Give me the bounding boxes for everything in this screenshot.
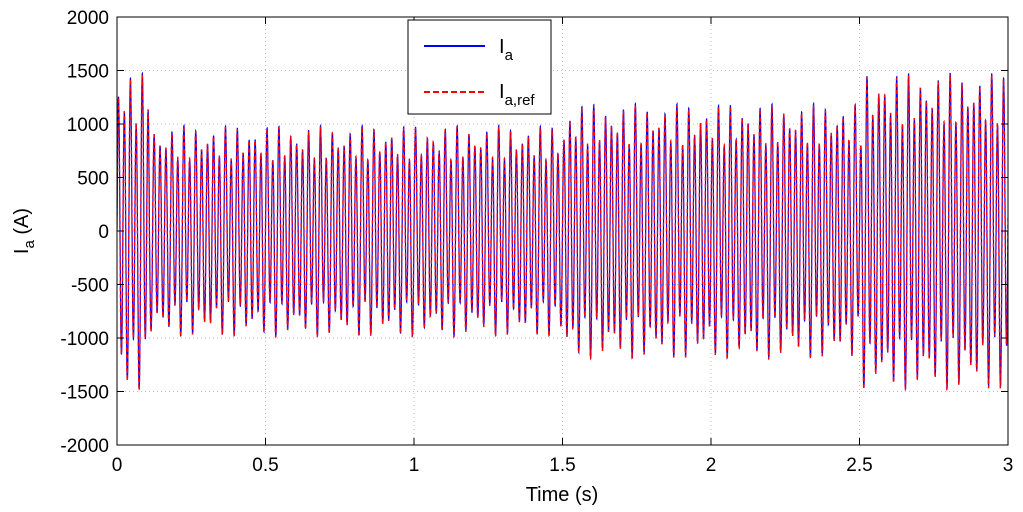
y-axis-label: Ia (A) bbox=[11, 208, 38, 254]
legend-label-ia: Ia bbox=[499, 36, 514, 64]
y-tick-label: -1500 bbox=[60, 383, 109, 404]
x-tick-label: 2.5 bbox=[846, 455, 872, 476]
legend-label-ia-ref: Ia,ref bbox=[499, 81, 535, 109]
tick-labels: 0 0.5 1 1.5 2 2.5 3 -2000 -1500 -1000 -500 0 500 1000… bbox=[60, 8, 1013, 476]
x-tick-label: 1.5 bbox=[549, 455, 575, 476]
x-tick-label: 3 bbox=[1003, 455, 1014, 476]
legend: Ia Ia,ref bbox=[407, 19, 552, 115]
series-line-ia-ref bbox=[117, 74, 1008, 391]
y-tick-label: 0 bbox=[98, 222, 109, 243]
y-tick-label: 1500 bbox=[67, 62, 109, 83]
ticks bbox=[116, 16, 1009, 446]
y-tick-label: -500 bbox=[71, 276, 109, 297]
x-tick-label: 2 bbox=[706, 455, 717, 476]
y-tick-label: 500 bbox=[77, 169, 109, 190]
legend-box bbox=[407, 19, 552, 115]
x-tick-label: 0.5 bbox=[252, 455, 278, 476]
x-axis-label: Time (s) bbox=[526, 484, 599, 506]
y-tick-label: 1000 bbox=[67, 115, 109, 136]
x-tick-label: 0 bbox=[112, 455, 123, 476]
y-tick-label: -1000 bbox=[60, 329, 109, 350]
series-layer bbox=[117, 71, 1008, 391]
y-tick-label: -2000 bbox=[60, 436, 109, 457]
y-tick-label: 2000 bbox=[67, 8, 109, 29]
x-tick-label: 1 bbox=[409, 455, 420, 476]
